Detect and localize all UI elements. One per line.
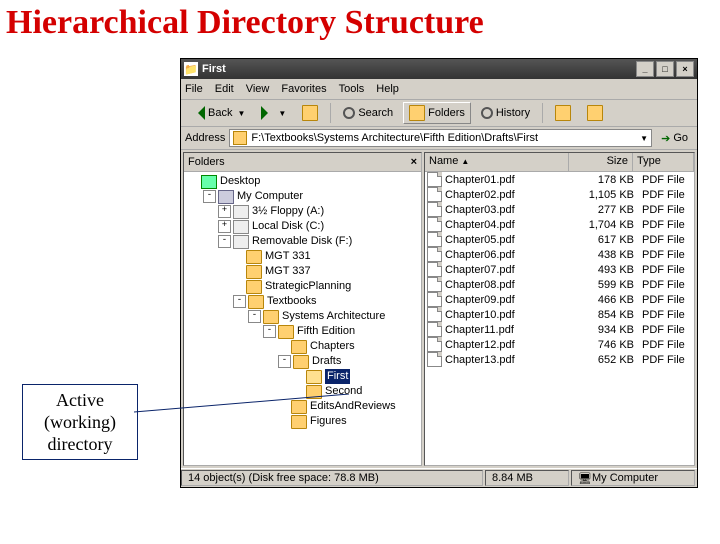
file-row[interactable]: Chapter04.pdf1,704 KBPDF File [425, 217, 694, 232]
tree-item[interactable]: +Local Disk (C:) [184, 219, 421, 234]
file-icon [427, 172, 442, 187]
tree-item[interactable]: MGT 331 [184, 249, 421, 264]
file-icon [427, 187, 442, 202]
col-name[interactable]: Name ▲ [425, 153, 569, 171]
file-list-panel: Name ▲ Size Type Chapter01.pdf178 KBPDF … [424, 152, 695, 466]
tree-item[interactable]: Chapters [184, 339, 421, 354]
status-location: 🖥 My Computer [571, 470, 695, 486]
folder-tree-panel: Folders × Desktop-My Computer+3½ Floppy … [183, 152, 422, 466]
folders-button[interactable]: Folders [403, 102, 471, 124]
forward-button[interactable]: ▼ [255, 103, 292, 123]
toolbar: Back▼ ▼ Search Folders History [181, 100, 697, 127]
file-icon [427, 322, 442, 337]
file-row[interactable]: Chapter02.pdf1,105 KBPDF File [425, 187, 694, 202]
back-button[interactable]: Back▼ [185, 103, 251, 123]
file-list[interactable]: Chapter01.pdf178 KBPDF FileChapter02.pdf… [425, 172, 694, 465]
col-size[interactable]: Size [569, 153, 633, 171]
file-icon [427, 262, 442, 277]
file-icon [427, 232, 442, 247]
folder-icon: 📁 [184, 62, 198, 76]
menu-favorites[interactable]: Favorites [281, 83, 326, 95]
file-row[interactable]: Chapter03.pdf277 KBPDF File [425, 202, 694, 217]
folder-icon [233, 131, 247, 145]
menu-view[interactable]: View [246, 83, 270, 95]
history-button[interactable]: History [475, 104, 536, 122]
up-button[interactable] [296, 102, 324, 124]
file-row[interactable]: Chapter05.pdf617 KBPDF File [425, 232, 694, 247]
tree-item[interactable]: Figures [184, 414, 421, 429]
menu-edit[interactable]: Edit [215, 83, 234, 95]
list-header[interactable]: Name ▲ Size Type [425, 153, 694, 172]
address-label: Address [185, 132, 225, 144]
main-area: Folders × Desktop-My Computer+3½ Floppy … [181, 150, 697, 468]
copyto-button[interactable] [581, 102, 609, 124]
file-row[interactable]: Chapter12.pdf746 KBPDF File [425, 337, 694, 352]
tree-item[interactable]: +3½ Floppy (A:) [184, 204, 421, 219]
tree-item[interactable]: Second [184, 384, 421, 399]
file-icon [427, 277, 442, 292]
file-icon [427, 352, 442, 367]
file-icon [427, 217, 442, 232]
slide-title: Hierarchical Directory Structure [6, 4, 712, 42]
go-button[interactable]: ➔Go [656, 131, 693, 146]
search-button[interactable]: Search [337, 104, 399, 122]
status-bar: 14 object(s) (Disk free space: 78.8 MB) … [181, 468, 697, 487]
tree-item[interactable]: -Drafts [184, 354, 421, 369]
close-icon[interactable]: × [411, 156, 417, 168]
folder-tree[interactable]: Desktop-My Computer+3½ Floppy (A:)+Local… [184, 172, 421, 465]
tree-item[interactable]: -Systems Architecture [184, 309, 421, 324]
tree-item[interactable]: -Textbooks [184, 294, 421, 309]
close-button[interactable]: × [676, 61, 694, 77]
tree-item[interactable]: First [184, 369, 421, 384]
maximize-button[interactable]: □ [656, 61, 674, 77]
tree-item[interactable]: -My Computer [184, 189, 421, 204]
file-row[interactable]: Chapter01.pdf178 KBPDF File [425, 172, 694, 187]
minimize-button[interactable]: _ [636, 61, 654, 77]
file-icon [427, 307, 442, 322]
menu-file[interactable]: File [185, 83, 203, 95]
file-row[interactable]: Chapter09.pdf466 KBPDF File [425, 292, 694, 307]
tree-item[interactable]: -Fifth Edition [184, 324, 421, 339]
title-bar[interactable]: 📁 First _ □ × [181, 59, 697, 79]
tree-header: Folders × [184, 153, 421, 172]
tree-item[interactable]: -Removable Disk (F:) [184, 234, 421, 249]
file-icon [427, 337, 442, 352]
file-row[interactable]: Chapter06.pdf438 KBPDF File [425, 247, 694, 262]
tree-item[interactable]: Desktop [184, 174, 421, 189]
status-total: 8.84 MB [485, 470, 569, 486]
window-title: First [202, 63, 226, 75]
tree-item[interactable]: MGT 337 [184, 264, 421, 279]
file-icon [427, 292, 442, 307]
explorer-window: 📁 First _ □ × File Edit View Favorites T… [180, 58, 698, 488]
col-type[interactable]: Type [633, 153, 694, 171]
file-row[interactable]: Chapter13.pdf652 KBPDF File [425, 352, 694, 367]
file-row[interactable]: Chapter11.pdf934 KBPDF File [425, 322, 694, 337]
moveto-button[interactable] [549, 102, 577, 124]
file-row[interactable]: Chapter07.pdf493 KBPDF File [425, 262, 694, 277]
status-objects: 14 object(s) (Disk free space: 78.8 MB) [181, 470, 483, 486]
address-path: F:\Textbooks\Systems Architecture\Fifth … [251, 132, 538, 144]
address-input[interactable]: F:\Textbooks\Systems Architecture\Fifth … [229, 129, 652, 147]
menu-tools[interactable]: Tools [339, 83, 365, 95]
menu-help[interactable]: Help [376, 83, 399, 95]
file-row[interactable]: Chapter10.pdf854 KBPDF File [425, 307, 694, 322]
menu-bar: File Edit View Favorites Tools Help [181, 79, 697, 100]
tree-item[interactable]: EditsAndReviews [184, 399, 421, 414]
callout-box: Active (working) directory [22, 384, 138, 460]
file-row[interactable]: Chapter08.pdf599 KBPDF File [425, 277, 694, 292]
file-icon [427, 247, 442, 262]
address-bar: Address F:\Textbooks\Systems Architectur… [181, 127, 697, 150]
file-icon [427, 202, 442, 217]
tree-item[interactable]: StrategicPlanning [184, 279, 421, 294]
